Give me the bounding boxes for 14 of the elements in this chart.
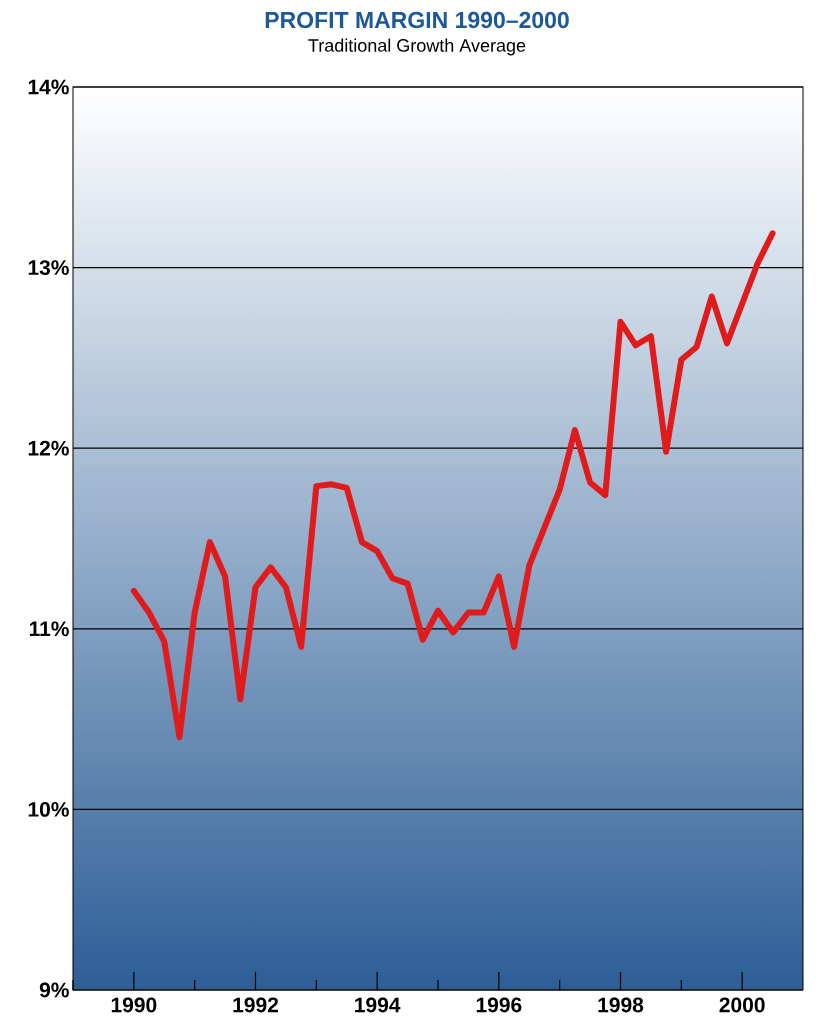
y-tick-label: 14% [28,79,69,95]
chart-subtitle: Traditional Growth Average [308,38,526,56]
x-tick-label: 1992 [233,997,278,1013]
x-tick-label: 1998 [598,997,644,1013]
chart-title: PROFIT MARGIN 1990–2000 [265,11,569,29]
y-tick-label: 13% [28,260,69,276]
y-tick-label: 11% [29,621,69,637]
x-tick-label: 2000 [719,997,765,1013]
y-tick-label: 10% [28,801,69,817]
x-tick-label: 1994 [355,997,401,1013]
y-tick-label: 12% [28,440,69,456]
y-tick-label: 9% [39,982,69,998]
x-tick-label: 1990 [111,997,157,1013]
x-tick-label: 1996 [476,997,522,1013]
